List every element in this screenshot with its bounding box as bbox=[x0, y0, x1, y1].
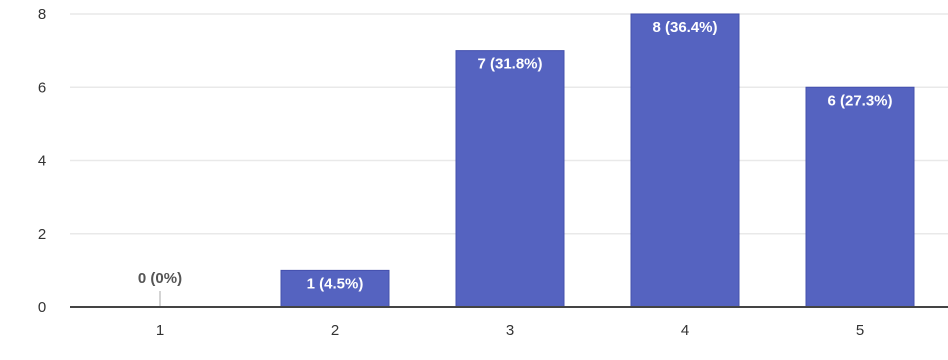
x-tick-label: 3 bbox=[506, 322, 514, 339]
bar bbox=[805, 86, 915, 308]
y-tick-label: 0 bbox=[38, 299, 46, 316]
y-axis-ticks: 0 2 4 6 8 bbox=[38, 6, 46, 316]
bar bbox=[455, 50, 565, 308]
y-tick-label: 6 bbox=[38, 79, 46, 96]
x-tick-label: 4 bbox=[681, 322, 689, 339]
y-tick-label: 4 bbox=[38, 153, 46, 170]
data-label: 8 (36.4%) bbox=[652, 19, 717, 36]
x-tick-label: 1 bbox=[156, 322, 164, 339]
x-tick-label: 2 bbox=[331, 322, 339, 339]
data-label: 1 (4.5%) bbox=[307, 275, 364, 292]
data-labels: 0 (0%) 1 (4.5%) 7 (31.8%) 8 (36.4%) 6 (27.3%… bbox=[138, 19, 893, 292]
bar bbox=[280, 269, 390, 308]
x-tick-label: 5 bbox=[856, 322, 864, 339]
data-label: 0 (0%) bbox=[138, 270, 182, 287]
data-label: 7 (31.8%) bbox=[477, 56, 542, 73]
y-tick-label: 2 bbox=[38, 226, 46, 243]
bar bbox=[630, 13, 740, 308]
y-tick-label: 8 bbox=[38, 6, 46, 23]
data-label: 6 (27.3%) bbox=[827, 92, 892, 109]
x-axis-ticks: 1 2 3 4 5 bbox=[156, 322, 864, 339]
bars bbox=[159, 13, 915, 308]
